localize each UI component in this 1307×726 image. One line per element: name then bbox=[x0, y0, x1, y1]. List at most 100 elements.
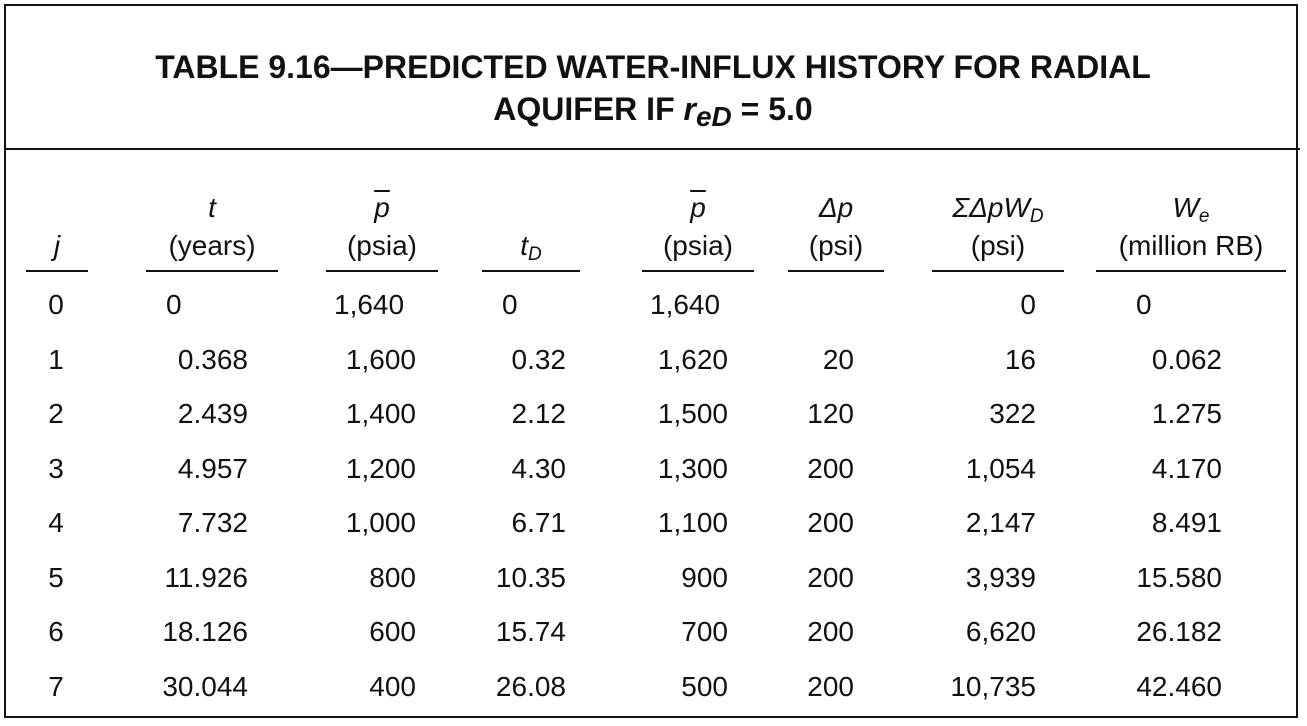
header-td-top bbox=[482, 189, 580, 227]
cell-sum: 10,735 bbox=[950, 670, 1036, 702]
cell-we: 42.460 bbox=[1136, 670, 1222, 702]
header-j-underline bbox=[26, 270, 88, 272]
cell-dp: 200 bbox=[807, 616, 854, 647]
table-row: 5 11.926 800 10.35 900 200 3,939 15.580 bbox=[6, 551, 1300, 605]
title-line-2-suffix: = 5.0 bbox=[731, 91, 813, 127]
cell-j: 5 bbox=[48, 561, 64, 593]
cell-j: 4 bbox=[48, 507, 64, 538]
cell-j: 0 bbox=[48, 289, 64, 320]
header-sum-underline bbox=[932, 270, 1064, 272]
cell-pavg: 900 bbox=[681, 561, 728, 593]
cell-pavg: 1,100 bbox=[657, 507, 728, 538]
header-p-underline bbox=[326, 270, 438, 272]
cell-td: 2.12 bbox=[511, 398, 567, 429]
cell-p: 1,400 bbox=[345, 398, 416, 429]
cell-pavg: 1,640 bbox=[650, 289, 721, 320]
header-pavg-symbol: p bbox=[690, 192, 706, 223]
header-j-label: j bbox=[53, 230, 61, 261]
title-line-2: AQUIFER IF reD = 5.0 bbox=[6, 88, 1300, 138]
header-we-symbol: W bbox=[1172, 192, 1199, 223]
cell-we: 26.182 bbox=[1136, 616, 1222, 647]
cell-dp: 200 bbox=[807, 507, 854, 538]
cell-p: 800 bbox=[369, 561, 416, 593]
cell-t: 18.126 bbox=[162, 616, 248, 647]
cell-pavg: 700 bbox=[681, 616, 728, 647]
table-row: 0 0 1,640 0 1,640 0 0 bbox=[6, 278, 1300, 332]
cell-we: 1.275 bbox=[1151, 398, 1222, 429]
cell-td: 26.08 bbox=[495, 670, 566, 702]
cell-t: 2.439 bbox=[177, 398, 248, 429]
header-dp-underline bbox=[788, 270, 884, 272]
cell-td: 4.30 bbox=[511, 452, 567, 484]
cell-td: 0 bbox=[502, 289, 518, 320]
cell-t: 0.368 bbox=[177, 343, 248, 375]
cell-t: 11.926 bbox=[164, 561, 248, 593]
header-p: p (psia) bbox=[326, 189, 438, 265]
header-pavg-underline bbox=[642, 270, 754, 272]
cell-t: 30.044 bbox=[162, 670, 248, 702]
cell-we: 0.062 bbox=[1151, 343, 1222, 375]
cell-td: 15.74 bbox=[495, 616, 566, 647]
header-td-subscript: D bbox=[528, 244, 542, 265]
table-row: 3 4.957 1,200 4.30 1,300 200 1,054 4.170 bbox=[6, 442, 1300, 496]
header-j: j bbox=[26, 189, 88, 265]
table-row: 4 7.732 1,000 6.71 1,100 200 2,147 8.491 bbox=[6, 496, 1300, 550]
cell-p: 1,600 bbox=[345, 343, 416, 375]
cell-t: 4.957 bbox=[177, 452, 248, 484]
header-t-underline bbox=[146, 270, 278, 272]
title-symbol-subscript: eD bbox=[695, 101, 732, 132]
title-line-2-prefix: AQUIFER IF bbox=[493, 91, 684, 127]
cell-sum: 322 bbox=[989, 398, 1036, 429]
header-td: tD bbox=[482, 189, 580, 274]
cell-p: 400 bbox=[369, 670, 416, 702]
cell-dp: 200 bbox=[807, 452, 854, 484]
header-t-symbol: t bbox=[208, 192, 216, 223]
table-row: 6 18.126 600 15.74 700 200 6,620 26.182 bbox=[6, 605, 1300, 659]
cell-t: 7.732 bbox=[177, 507, 248, 538]
header-we: We (million RB) bbox=[1096, 189, 1286, 265]
cell-pavg: 1,300 bbox=[657, 452, 728, 484]
cell-sum: 3,939 bbox=[965, 561, 1036, 593]
header-dp-unit: (psi) bbox=[808, 230, 864, 261]
header-dp-symbol: Δp bbox=[818, 192, 854, 223]
cell-pavg: 1,620 bbox=[657, 343, 728, 375]
header-td-symbol: t bbox=[520, 230, 529, 261]
cell-dp: 120 bbox=[807, 398, 854, 429]
header-j-top bbox=[26, 189, 88, 227]
cell-j: 1 bbox=[48, 343, 64, 375]
table-row: 2 2.439 1,400 2.12 1,500 120 322 1.275 bbox=[6, 387, 1300, 441]
header-we-subscript: e bbox=[1198, 206, 1210, 227]
table-row: 1 0.368 1,600 0.32 1,620 20 16 0.062 bbox=[6, 333, 1300, 387]
cell-j: 2 bbox=[48, 398, 64, 429]
header-t: t (years) bbox=[146, 189, 278, 265]
cell-p: 600 bbox=[369, 616, 416, 647]
cell-we: 4.170 bbox=[1151, 452, 1222, 484]
header-t-unit: (years) bbox=[168, 230, 256, 261]
title-line-1: TABLE 9.16—PREDICTED WATER-INFLUX HISTOR… bbox=[155, 49, 1151, 85]
header-we-unit: (million RB) bbox=[1118, 230, 1264, 261]
header-dp: Δp (psi) bbox=[788, 189, 884, 265]
header-td-underline bbox=[482, 270, 580, 272]
cell-we: 15.580 bbox=[1136, 561, 1222, 593]
table-frame: TABLE 9.16—PREDICTED WATER-INFLUX HISTOR… bbox=[4, 4, 1300, 718]
table-title: TABLE 9.16—PREDICTED WATER-INFLUX HISTOR… bbox=[6, 46, 1300, 138]
header-sum-symbol: ΣΔpW bbox=[952, 192, 1030, 223]
cell-j: 6 bbox=[48, 616, 64, 647]
cell-t: 0 bbox=[166, 289, 182, 320]
cell-sum: 0 bbox=[1020, 289, 1036, 320]
header-sum-subscript: D bbox=[1029, 206, 1044, 227]
header-pavg: p (psia) bbox=[642, 189, 754, 265]
header-sum-unit: (psi) bbox=[970, 230, 1026, 261]
cell-dp: 200 bbox=[807, 561, 854, 593]
cell-sum: 16 bbox=[1004, 343, 1036, 375]
cell-j: 7 bbox=[48, 670, 64, 702]
title-divider bbox=[6, 148, 1300, 150]
header-p-unit: (psia) bbox=[346, 230, 417, 261]
cell-p: 1,200 bbox=[345, 452, 416, 484]
cell-we: 0 bbox=[1136, 289, 1152, 320]
cell-dp: 20 bbox=[822, 343, 854, 375]
title-symbol: r bbox=[683, 91, 696, 127]
cell-td: 10.35 bbox=[495, 561, 566, 593]
header-pavg-unit: (psia) bbox=[662, 230, 733, 261]
cell-pavg: 1,500 bbox=[657, 398, 728, 429]
